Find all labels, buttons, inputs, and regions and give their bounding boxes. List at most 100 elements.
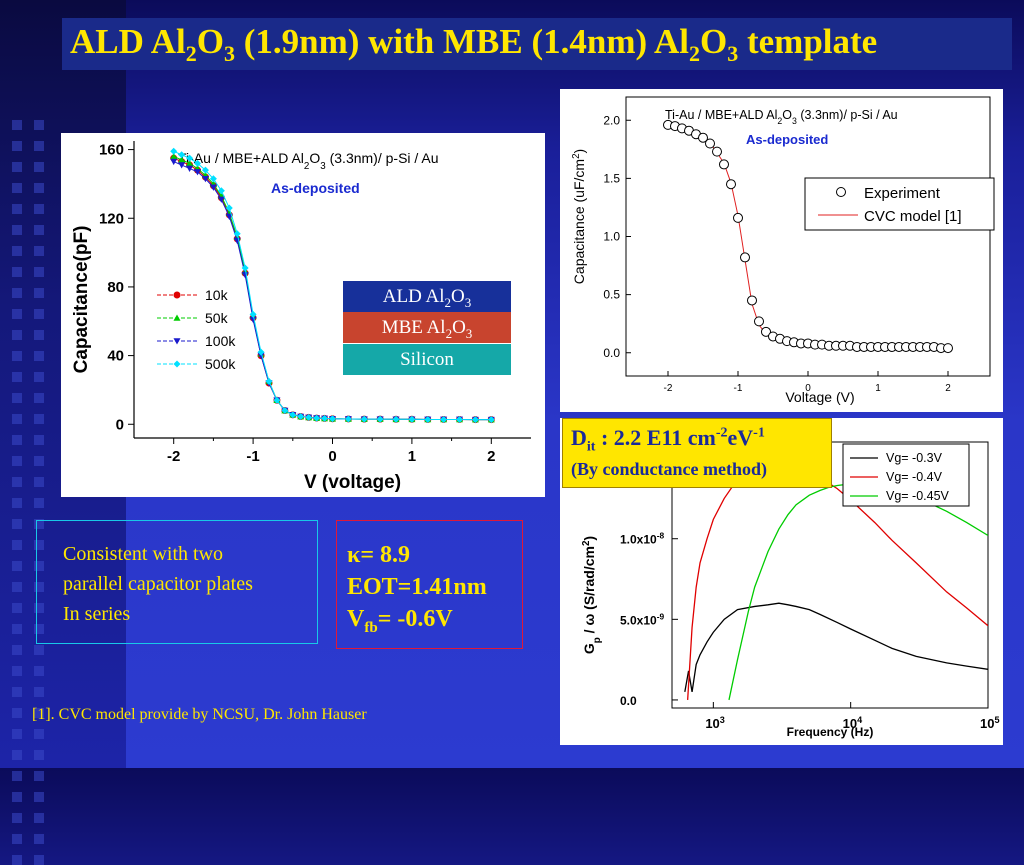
- data-point: [329, 415, 336, 423]
- y-tick-label: 5.0x10-9: [620, 611, 664, 627]
- data-point: [740, 252, 750, 263]
- data-point: [289, 411, 297, 419]
- decorative-square: [34, 540, 44, 550]
- data-point: [194, 159, 202, 167]
- decorative-square: [34, 162, 44, 172]
- x-tick-label: -2: [664, 383, 673, 394]
- legend-label: 50k: [205, 310, 229, 326]
- data-point: [233, 230, 241, 238]
- chart-subtitle: As-deposited: [271, 180, 360, 196]
- decorative-square: [12, 603, 22, 613]
- decorative-square: [12, 120, 22, 130]
- legend-label: CVC model [1]: [864, 208, 962, 225]
- data-point: [943, 343, 953, 354]
- y-tick-label: 0.0: [603, 346, 620, 360]
- decorative-square: [12, 246, 22, 256]
- data-point: [170, 152, 178, 160]
- x-tick-label: -2: [167, 448, 180, 465]
- data-point: [257, 348, 265, 356]
- decorative-square: [34, 456, 44, 466]
- x-tick-label: 2: [487, 448, 495, 465]
- data-point: [733, 212, 743, 223]
- decorative-square: [12, 204, 22, 214]
- y-tick-label: 160: [99, 142, 124, 159]
- data-point: [170, 158, 178, 166]
- legend-label: Vg= -0.45V: [886, 489, 950, 503]
- decorative-square: [12, 309, 22, 319]
- data-point: [698, 132, 708, 143]
- decorative-square: [34, 204, 44, 214]
- y-tick-label: 40: [107, 348, 124, 365]
- y-axis-label: Capacitance (uF/cm2): [571, 149, 588, 284]
- data-point: [201, 166, 209, 174]
- legend-label: Vg= -0.4V: [886, 470, 943, 484]
- y-tick-label: 0: [116, 416, 124, 433]
- decorative-square: [34, 708, 44, 718]
- decorative-square: [34, 645, 44, 655]
- x-tick-label: 0: [328, 448, 336, 465]
- data-point: [249, 316, 257, 324]
- data-point: [186, 159, 194, 167]
- data-point: [719, 159, 729, 170]
- decorative-square: [12, 561, 22, 571]
- decorative-square: [34, 246, 44, 256]
- ald-layer-label: ALD Al2O3: [343, 281, 511, 312]
- data-point: [173, 360, 181, 368]
- chart-subtitle: As-deposited: [746, 132, 828, 147]
- data-point: [173, 291, 181, 299]
- decorative-square: [12, 351, 22, 361]
- decorative-square: [34, 393, 44, 403]
- x-tick-label: 1: [408, 448, 416, 465]
- decorative-square: [12, 666, 22, 676]
- decorative-square: [12, 813, 22, 823]
- data-point: [297, 413, 305, 421]
- decorative-square: [12, 834, 22, 844]
- decorative-square: [34, 225, 44, 235]
- decorative-square: [12, 372, 22, 382]
- slide-title: ALD Al2O3 (1.9nm) with MBE (1.4nm) Al2O3…: [70, 22, 878, 66]
- legend-box: [804, 177, 995, 231]
- legend-label: 10k: [205, 287, 229, 303]
- decorative-square: [12, 498, 22, 508]
- data-point: [376, 415, 384, 423]
- y-tick-label: 1.0: [603, 230, 620, 244]
- decorative-square: [12, 141, 22, 151]
- decorative-square: [34, 120, 44, 130]
- data-point: [761, 326, 771, 337]
- data-point: [456, 415, 464, 423]
- y-tick-label: 2.0: [603, 113, 620, 127]
- decorative-square: [12, 225, 22, 235]
- cv-model-chart-panel: -2 -1 0 1 2 0.0 0.5 1.0 1.5 2.0 Voltage (V) Capacit…: [560, 89, 1003, 412]
- decorative-square: [12, 540, 22, 550]
- decorative-square: [12, 750, 22, 760]
- data-point: [392, 415, 400, 423]
- x-axis-label: Frequency (Hz): [787, 725, 874, 739]
- data-point: [173, 314, 181, 321]
- decorative-square: [12, 183, 22, 193]
- x-tick-label: 1: [875, 383, 881, 394]
- decorative-square: [34, 267, 44, 277]
- eot-value: EOT=1.41nm: [347, 574, 487, 600]
- decorative-square: [34, 624, 44, 634]
- decorative-square: [34, 477, 44, 487]
- data-point: [712, 146, 722, 157]
- y-axis-label: Gp / ω (S/rad/cm2): [581, 536, 603, 654]
- data-point: [201, 175, 209, 183]
- decorative-square: [34, 141, 44, 151]
- decorative-square: [34, 792, 44, 802]
- decorative-square: [12, 708, 22, 718]
- data-point: [225, 204, 233, 212]
- decorative-square: [12, 519, 22, 529]
- data-point: [241, 264, 249, 272]
- y-tick-label: 80: [107, 279, 124, 296]
- data-point: [186, 154, 194, 162]
- decorative-square: [12, 414, 22, 424]
- data-point: [178, 162, 186, 169]
- decorative-square: [34, 750, 44, 760]
- decorative-square: [12, 687, 22, 697]
- decorative-square: [12, 729, 22, 739]
- decorative-square: [34, 561, 44, 571]
- kappa-value: κ= 8.9: [347, 542, 410, 568]
- decorative-square: [34, 519, 44, 529]
- data-point: [747, 295, 757, 306]
